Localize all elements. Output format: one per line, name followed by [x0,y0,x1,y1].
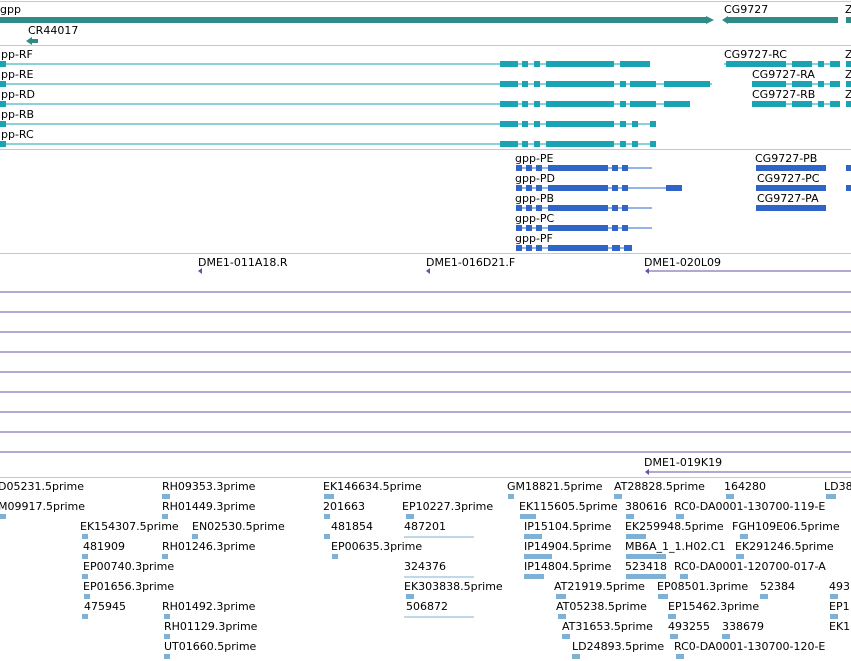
est-label[interactable]: EK146634.5prime [323,480,422,493]
est-label[interactable]: RH09353.3prime [162,480,256,493]
est-label[interactable]: RH01449.3prime [162,500,256,513]
est-label[interactable]: 487201 [404,520,446,533]
protein-label-gpp-pf[interactable]: gpp-PF [515,232,553,245]
est-label[interactable]: EK115605.5prime [519,500,618,513]
est-label[interactable]: EN02530.5prime [192,520,285,533]
transcript-label-cg9727-rc[interactable]: CG9727-RC [724,48,787,61]
track-separator-ests [0,477,851,478]
est-label[interactable]: 481909 [83,540,125,553]
est-label[interactable]: 338679 [722,620,764,633]
est-label[interactable]: 493255 [668,620,710,633]
est-label[interactable]: EK1 [829,620,851,633]
est-label[interactable]: 481854 [331,520,373,533]
est-label[interactable]: RC0-DA0001-120700-017-A [674,560,826,573]
protein-label-cg9727-pb[interactable]: CG9727-PB [755,152,818,165]
est-label[interactable]: RH01492.3prime [162,600,256,613]
transcript-label-z-3[interactable]: Z [845,88,851,101]
clone-label-020l09[interactable]: DME1-020L09 [644,256,721,269]
clone-label-016d21[interactable]: DME1-016D21.F [426,256,516,269]
est-label[interactable]: 380616 [625,500,667,513]
gene-z[interactable] [846,17,851,23]
protein-label-gpp-pd[interactable]: gpp-PD [515,172,556,185]
protein-track [516,165,851,251]
gene-track [0,16,851,45]
transcript-label-cg9727-ra[interactable]: CG9727-RA [752,68,815,81]
gene-cr44017-arrow [26,37,32,45]
est-label[interactable]: 493 [829,580,850,593]
est-label[interactable]: EP1 [829,600,850,613]
est-label[interactable]: FGH109E06.5prime [732,520,840,533]
est-label[interactable]: 52384 [760,580,795,593]
est-label[interactable]: EP00740.3prime [83,560,175,573]
est-label[interactable]: RC0-DA0001-130700-119-E [674,500,826,513]
transcript-label-gpp-rc[interactable]: gpp-RC [0,128,34,141]
protein-label-gpp-pe[interactable]: gpp-PE [515,152,554,165]
protein-label-cg9727-pa[interactable]: CG9727-PA [757,192,819,205]
gene-label-cg9727[interactable]: CG9727 [724,3,769,16]
est-label[interactable]: IP15104.5prime [524,520,612,533]
est-label[interactable]: UT01660.5prime [164,640,257,653]
est-label[interactable]: EK291246.5prime [735,540,834,553]
est-label[interactable]: IP14904.5prime [524,540,612,553]
track-separator-proteins [0,149,851,150]
est-label[interactable]: 201663 [323,500,365,513]
est-label[interactable]: D05231.5prime [0,480,85,493]
gene-label-cr44017[interactable]: CR44017 [28,24,79,37]
est-track [0,494,838,659]
gene-label-gpp[interactable]: gpp [0,3,21,16]
transcript-label-cg9727-rb[interactable]: CG9727-RB [752,88,816,101]
transcript-label-gpp-re[interactable]: gpp-RE [0,68,34,81]
est-label[interactable]: EK303838.5prime [404,580,503,593]
est-label[interactable]: 506872 [406,600,448,613]
est-label[interactable]: EK154307.5prime [80,520,179,533]
gene-cg9727-arrow [722,16,728,24]
est-label[interactable]: M09917.5prime [0,500,86,513]
protein-label-gpp-pc[interactable]: gpp-PC [515,212,555,225]
gene-cg9727[interactable] [728,17,838,23]
est-label[interactable]: IP14804.5prime [524,560,612,573]
est-label[interactable]: GM18821.5prime [507,480,603,493]
clone-label-011a18[interactable]: DME1-011A18.R [198,256,288,269]
est-label[interactable]: AT05238.5prime [556,600,647,613]
est-label[interactable]: AT28828.5prime [614,480,705,493]
est-label[interactable]: 324376 [404,560,446,573]
est-label[interactable]: EP08501.3prime [657,580,749,593]
est-label[interactable]: EP10227.3prime [402,500,494,513]
transcript-track [0,61,851,147]
gene-gpp[interactable] [0,17,706,23]
clone-track [0,268,851,475]
est-label[interactable]: 523418 [625,560,667,573]
clone-label-019k19[interactable]: DME1-019K19 [644,456,723,469]
transcript-label-gpp-rb[interactable]: gpp-RB [0,108,35,121]
transcript-label-gpp-rd[interactable]: gpp-RD [0,88,36,101]
est-label[interactable]: EP00635.3prime [331,540,423,553]
est-label[interactable]: RH01129.3prime [164,620,258,633]
est-label[interactable]: EP01656.3prime [83,580,175,593]
protein-label-gpp-pb[interactable]: gpp-PB [515,192,555,205]
est-label[interactable]: LD24893.5prime [572,640,665,653]
gene-label-z[interactable]: Z [845,3,851,16]
est-label[interactable]: EP15462.3prime [668,600,760,613]
est-label[interactable]: RH01246.3prime [162,540,256,553]
est-label[interactable]: AT21919.5prime [554,580,645,593]
est-label[interactable]: EK259948.5prime [625,520,724,533]
track-separator-clones [0,253,851,254]
gene-cr44017[interactable] [32,39,38,43]
transcript-label-z-1[interactable]: Z [845,48,851,61]
transcript-label-z-2[interactable]: Z [845,68,851,81]
est-label[interactable]: 164280 [724,480,766,493]
est-label[interactable]: 475945 [84,600,126,613]
track-separator-transcripts [0,45,851,46]
protein-label-cg9727-pc[interactable]: CG9727-PC [757,172,820,185]
transcript-label-gpp-rf[interactable]: gpp-RF [0,48,33,61]
est-label[interactable]: RC0-DA0001-130700-120-E [674,640,826,653]
est-label[interactable]: LD38 [824,480,851,493]
est-label[interactable]: AT31653.5prime [562,620,653,633]
gene-gpp-arrow [706,16,714,24]
est-label[interactable]: MB6A_1_1.H02.C1 [625,540,726,553]
track-separator-genes [0,1,851,2]
